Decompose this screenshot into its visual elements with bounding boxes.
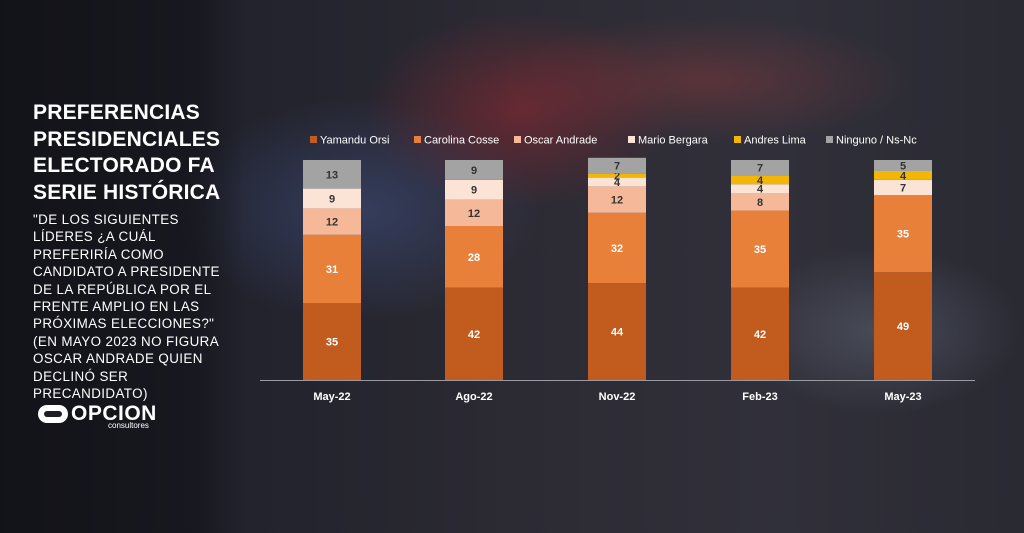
legend-label: Ninguno / Ns-Nc [836, 135, 917, 147]
bar-segment [731, 287, 789, 380]
bar-segment [874, 272, 932, 380]
bar-segment [445, 287, 503, 380]
data-label: 7 [614, 161, 620, 173]
data-label: 7 [757, 163, 763, 175]
data-label: 12 [468, 208, 480, 220]
bar-segment [588, 186, 646, 213]
bar-segment [731, 160, 789, 176]
data-label: 28 [468, 252, 480, 264]
bar-segment [731, 175, 789, 185]
bar-segment [874, 179, 932, 196]
opcion-logo: OPCION consultores [38, 403, 158, 433]
data-label: 13 [326, 169, 338, 181]
legend-swatch [514, 136, 521, 143]
bar-segment [874, 195, 932, 273]
page-title: PREFERENCIAS PRESIDENCIALES ELECTORADO F… [33, 101, 221, 204]
bar-segment [303, 234, 361, 303]
logo-word: OPCION [71, 402, 157, 425]
survey-question: "DE LOS SIGUIENTES LÍDERES ¿A CUÁL PREFE… [33, 212, 220, 402]
data-label: 35 [754, 244, 766, 256]
bar-segment [445, 199, 503, 226]
bar-segment [588, 157, 646, 174]
bar-segment [731, 184, 789, 193]
bar-segment [303, 303, 361, 380]
legend-swatch [826, 136, 833, 143]
data-label: 4 [757, 175, 764, 187]
data-label: 32 [611, 243, 623, 255]
x-tick-label: Feb-23 [742, 391, 777, 403]
data-label: 31 [326, 264, 338, 276]
logo-subtitle: consultores [108, 421, 149, 430]
legend-swatch [310, 136, 317, 143]
bar-segment [303, 188, 361, 209]
data-label: 9 [471, 165, 477, 177]
data-label: 4 [757, 184, 764, 196]
bar-segment [588, 177, 646, 187]
bar-segment [445, 160, 503, 180]
logo-graphic [38, 405, 68, 423]
data-label: 8 [757, 197, 763, 209]
data-label: 9 [471, 185, 477, 197]
x-tick-label: Nov-22 [599, 391, 636, 403]
bar-segment [588, 173, 646, 178]
data-label: 42 [468, 329, 480, 341]
bar-segment [445, 179, 503, 200]
data-label: 5 [900, 161, 906, 173]
x-tick-label: May-23 [884, 391, 921, 403]
bar-segment [731, 193, 789, 211]
x-tick-label: May-22 [313, 391, 350, 403]
data-label: 2 [614, 170, 620, 182]
bar-segment [874, 171, 932, 180]
bar-segment [445, 226, 503, 288]
data-label: 44 [611, 327, 624, 339]
bar-segment [303, 208, 361, 235]
bar-segment [303, 160, 361, 189]
bar-segment [588, 212, 646, 284]
legend-swatch [414, 136, 421, 143]
bar-segment [874, 160, 932, 171]
legend-label: Yamandu Orsi [320, 135, 390, 147]
data-label: 4 [900, 170, 907, 182]
x-tick-label: Ago-22 [455, 391, 492, 403]
legend-label: Andres Lima [744, 135, 807, 147]
data-label: 49 [897, 321, 909, 333]
left-panel-shade [0, 0, 245, 533]
legend-label: Mario Bergara [638, 135, 709, 147]
data-label: 42 [754, 329, 766, 341]
data-label: 9 [329, 194, 335, 206]
legend-label: Carolina Cosse [424, 135, 499, 147]
data-label: 12 [326, 217, 338, 229]
legend-swatch [628, 136, 635, 143]
legend-label: Oscar Andrade [524, 135, 597, 147]
legend-swatch [734, 136, 741, 143]
data-label: 4 [614, 177, 621, 189]
data-label: 7 [900, 183, 906, 195]
bar-segment [731, 210, 789, 288]
data-label: 35 [897, 229, 909, 241]
data-label: 12 [611, 195, 623, 207]
bar-segment [588, 283, 646, 380]
data-label: 35 [326, 337, 338, 349]
